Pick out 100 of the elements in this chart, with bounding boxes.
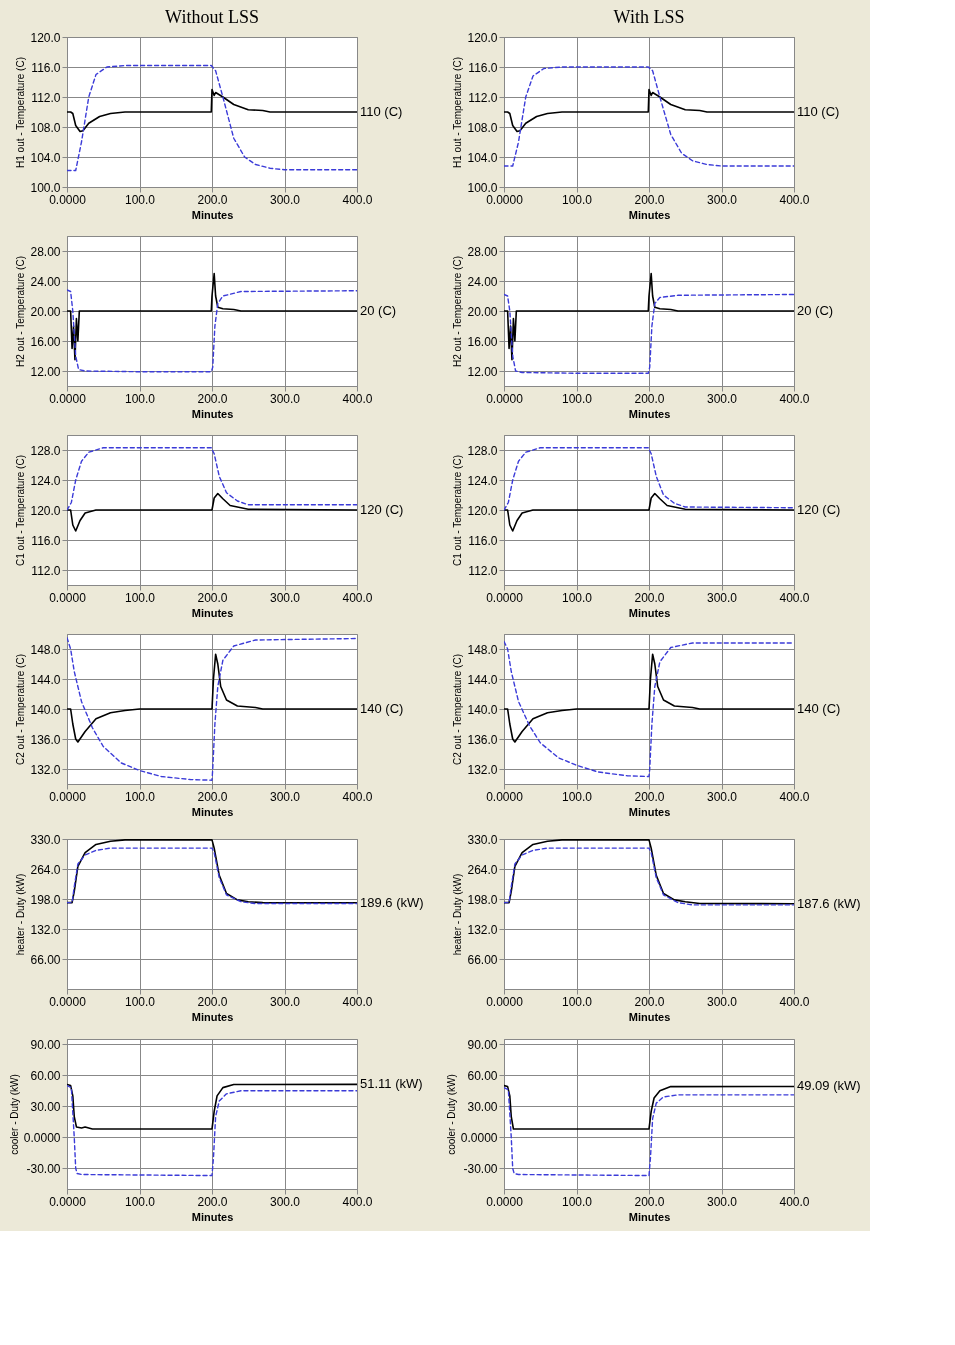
x-tick-label: 300.0 — [269, 994, 301, 1009]
y-tick-label: -30.00 — [26, 1161, 61, 1176]
y-tick-label: 136.0 — [30, 732, 61, 747]
x-tick-label: 300.0 — [706, 789, 738, 804]
x-tick-label: 200.0 — [197, 192, 228, 207]
x-tick-label: 300.0 — [706, 192, 738, 207]
x-tick-label: 200.0 — [197, 590, 228, 605]
y-tick-label: 0.0000 — [460, 1130, 498, 1145]
text: 140 (C) — [797, 701, 841, 716]
x-tick-label: 0.0000 — [486, 789, 524, 804]
x-axis-title: Minutes — [628, 407, 671, 420]
y-tick-label: 124.0 — [467, 473, 498, 488]
y-tick-label: 16.00 — [30, 334, 61, 349]
x-tick-label: 400.0 — [779, 994, 810, 1009]
y-tick-label: 112.0 — [31, 563, 61, 578]
y-axis-title: C1 out - Temperature (C) — [452, 455, 464, 566]
y-tick-label: 132.0 — [30, 922, 61, 937]
x-tick-label: 100.0 — [561, 789, 593, 804]
y-tick-label: 116.0 — [31, 60, 61, 75]
x-tick-label: 200.0 — [634, 994, 665, 1009]
y-tick-label: 112.0 — [31, 90, 61, 105]
x-tick-label: 400.0 — [342, 391, 373, 406]
y-tick-label: 144.0 — [30, 672, 61, 687]
y-tick-label: 90.00 — [467, 1037, 498, 1052]
y-tick-label: 116.0 — [468, 533, 498, 548]
x-tick-label: 400.0 — [342, 789, 373, 804]
y-tick-label: 60.00 — [467, 1068, 498, 1083]
y-tick-label: 120.0 — [30, 30, 61, 45]
x-tick-label: 100.0 — [124, 192, 156, 207]
y-tick-label: 112.0 — [468, 563, 498, 578]
y-axis-title: cooler - Duty (kW) — [8, 1074, 20, 1155]
y-axis-title: heater - Duty (kW) — [15, 873, 27, 956]
x-tick-label: 200.0 — [634, 789, 665, 804]
x-tick-label: 300.0 — [706, 391, 738, 406]
x-axis-title: Minutes — [191, 1010, 234, 1023]
x-axis-title: Minutes — [191, 1210, 234, 1223]
y-tick-label: 100.0 — [467, 180, 498, 195]
y-axis-title: heater - Duty (kW) — [452, 873, 464, 956]
x-tick-label: 100.0 — [124, 590, 156, 605]
y-tick-label: 20.00 — [467, 304, 498, 319]
x-axis-title: Minutes — [191, 606, 234, 619]
text: 20 (C) — [797, 303, 834, 318]
x-tick-label: 100.0 — [561, 1194, 593, 1209]
y-tick-label: 140.0 — [30, 702, 61, 717]
y-axis-title: H1 out - Temperature (C) — [15, 57, 27, 168]
x-axis-title: Minutes — [191, 805, 234, 818]
y-tick-label: 112.0 — [468, 90, 498, 105]
x-tick-label: 0.0000 — [486, 192, 524, 207]
x-tick-label: 0.0000 — [49, 994, 87, 1009]
y-tick-label: 60.00 — [30, 1068, 61, 1083]
x-tick-label: 0.0000 — [486, 391, 524, 406]
x-tick-label: 300.0 — [706, 590, 738, 605]
y-tick-label: 28.00 — [30, 244, 61, 259]
y-tick-label: 116.0 — [468, 60, 498, 75]
x-tick-label: 100.0 — [561, 994, 593, 1009]
x-tick-label: 300.0 — [269, 192, 301, 207]
y-tick-label: 140.0 — [467, 702, 498, 717]
y-tick-label: 116.0 — [31, 533, 61, 548]
chart-title: Without LSS — [165, 7, 259, 27]
x-tick-label: 200.0 — [634, 590, 665, 605]
x-tick-label: 200.0 — [634, 192, 665, 207]
text: 110 (C) — [360, 104, 403, 119]
y-tick-label: 100.0 — [30, 180, 61, 195]
y-tick-label: 24.00 — [467, 274, 498, 289]
y-tick-label: 24.00 — [30, 274, 61, 289]
y-axis-title: H1 out - Temperature (C) — [452, 57, 464, 168]
x-tick-label: 400.0 — [342, 1194, 373, 1209]
y-tick-label: 104.0 — [467, 150, 498, 165]
y-tick-label: 28.00 — [467, 244, 498, 259]
x-tick-label: 400.0 — [342, 192, 373, 207]
y-tick-label: 330.0 — [467, 832, 498, 847]
x-tick-label: 100.0 — [561, 590, 593, 605]
y-tick-label: 132.0 — [467, 922, 498, 937]
x-tick-label: 0.0000 — [486, 994, 524, 1009]
x-axis-title: Minutes — [628, 805, 671, 818]
x-tick-label: 400.0 — [779, 192, 810, 207]
x-tick-label: 100.0 — [124, 789, 156, 804]
y-tick-label: 12.00 — [30, 364, 61, 379]
x-tick-label: 100.0 — [124, 1194, 156, 1209]
y-axis-title: C2 out - Temperature (C) — [15, 654, 27, 765]
y-tick-label: 144.0 — [467, 672, 498, 687]
x-tick-label: 300.0 — [706, 994, 738, 1009]
y-axis-title: cooler - Duty (kW) — [445, 1074, 457, 1155]
y-tick-label: -30.00 — [463, 1161, 498, 1176]
x-tick-label: 400.0 — [779, 590, 810, 605]
y-tick-label: 90.00 — [30, 1037, 61, 1052]
x-tick-label: 100.0 — [561, 391, 593, 406]
chart-title: With LSS — [613, 7, 685, 27]
y-tick-label: 198.0 — [467, 892, 498, 907]
y-tick-label: 128.0 — [30, 443, 61, 458]
y-tick-label: 124.0 — [30, 473, 61, 488]
y-tick-label: 132.0 — [30, 762, 61, 777]
x-tick-label: 0.0000 — [486, 590, 524, 605]
text: 120 (C) — [797, 502, 841, 517]
x-tick-label: 0.0000 — [486, 1194, 524, 1209]
y-tick-label: 66.00 — [30, 952, 61, 967]
y-tick-label: 198.0 — [30, 892, 61, 907]
x-tick-label: 200.0 — [197, 391, 228, 406]
y-tick-label: 264.0 — [30, 862, 61, 877]
y-tick-label: 108.0 — [30, 120, 61, 135]
